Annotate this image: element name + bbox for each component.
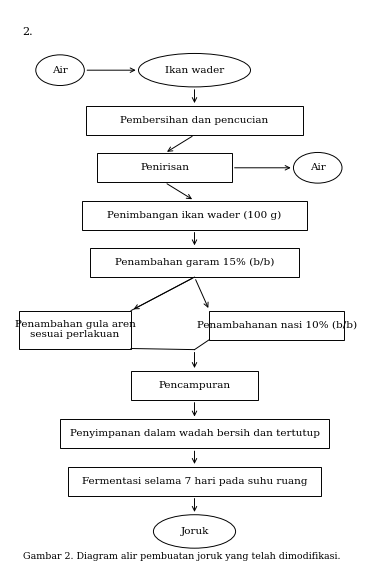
Bar — [209, 311, 344, 339]
Ellipse shape — [153, 515, 236, 548]
Bar — [68, 467, 321, 496]
Bar — [97, 153, 232, 182]
Bar — [19, 311, 131, 349]
Text: Penimbangan ikan wader (100 g): Penimbangan ikan wader (100 g) — [107, 211, 282, 220]
Text: Penambahan garam 15% (b/b): Penambahan garam 15% (b/b) — [115, 258, 274, 267]
Ellipse shape — [138, 53, 251, 87]
Bar — [86, 106, 303, 135]
Text: Air: Air — [52, 66, 68, 75]
Text: Fermentasi selama 7 hari pada suhu ruang: Fermentasi selama 7 hari pada suhu ruang — [82, 477, 307, 486]
Text: Gambar 2. Diagram alir pembuatan joruk yang telah dimodifikasi.: Gambar 2. Diagram alir pembuatan joruk y… — [23, 552, 340, 561]
Bar — [82, 200, 307, 229]
Bar — [60, 419, 329, 449]
Text: Penambahanan nasi 10% (b/b): Penambahanan nasi 10% (b/b) — [196, 321, 357, 329]
Text: Air: Air — [310, 163, 326, 173]
Text: 2.: 2. — [23, 27, 33, 37]
Text: Penambahan gula aren
sesuai perlakuan: Penambahan gula aren sesuai perlakuan — [14, 320, 135, 339]
Bar — [131, 371, 258, 400]
Text: Pencampuran: Pencampuran — [158, 381, 231, 390]
Text: Ikan wader: Ikan wader — [165, 66, 224, 75]
Text: Joruk: Joruk — [180, 527, 209, 536]
Bar — [90, 248, 299, 277]
Text: Penyimpanan dalam wadah bersih dan tertutup: Penyimpanan dalam wadah bersih dan tertu… — [70, 429, 319, 438]
Text: Penirisan: Penirisan — [140, 163, 189, 173]
Ellipse shape — [293, 152, 342, 183]
Ellipse shape — [36, 55, 84, 85]
Text: Pembersihan dan pencucian: Pembersihan dan pencucian — [120, 116, 269, 125]
